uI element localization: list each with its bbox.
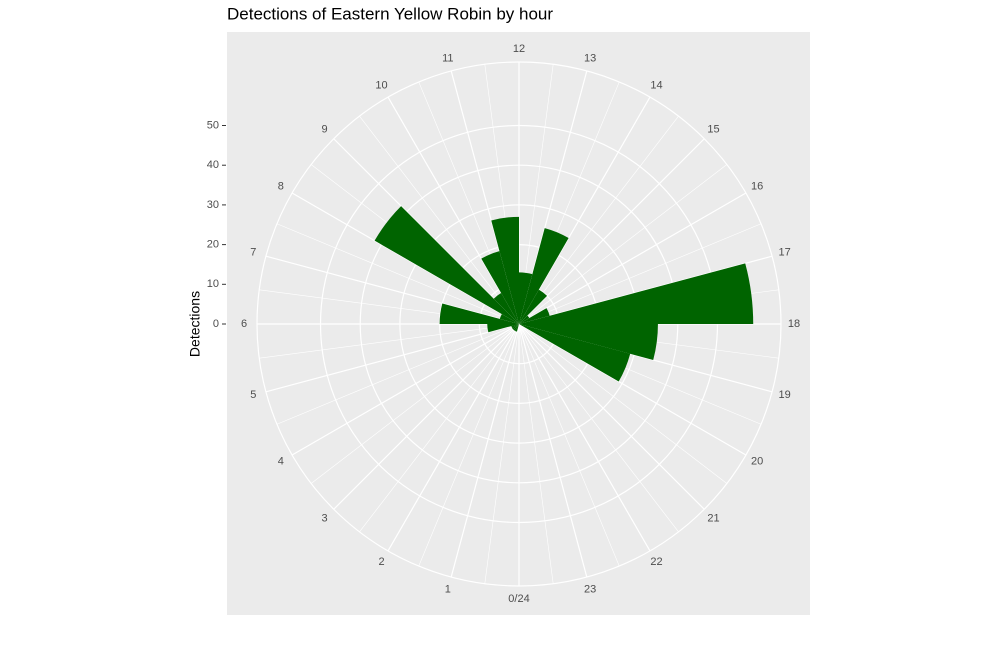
spoke xyxy=(387,96,520,325)
y-tick-label: 40 xyxy=(207,159,219,171)
minor-spoke xyxy=(518,223,762,325)
bar xyxy=(493,293,519,324)
minor-spoke xyxy=(259,323,520,359)
bar xyxy=(519,324,631,382)
y-tick-label: 50 xyxy=(207,119,219,131)
chart-title: Detections of Eastern Yellow Robin by ho… xyxy=(227,4,553,23)
spoke xyxy=(518,138,705,325)
bar xyxy=(519,324,658,360)
bar xyxy=(519,315,530,324)
angle-label: 4 xyxy=(278,455,284,467)
minor-spoke xyxy=(359,323,520,533)
bar xyxy=(511,324,519,328)
angle-label: 21 xyxy=(707,512,719,524)
angle-label: 6 xyxy=(241,318,247,330)
angle-label: 11 xyxy=(442,52,453,64)
bar xyxy=(515,324,519,332)
bar xyxy=(481,251,519,324)
spoke xyxy=(518,323,651,552)
spoke xyxy=(518,323,705,510)
angle-label: 20 xyxy=(751,455,763,467)
bar xyxy=(374,206,519,324)
bar xyxy=(519,228,569,324)
angle-label: 17 xyxy=(779,247,791,259)
angle-label: 3 xyxy=(321,512,327,524)
minor-spoke xyxy=(359,115,520,325)
y-tick-label: 20 xyxy=(207,239,219,251)
spoke xyxy=(450,323,520,578)
minor-spoke xyxy=(518,323,620,567)
spoke xyxy=(291,323,520,456)
minor-spoke xyxy=(310,323,520,484)
bar xyxy=(487,324,519,333)
angle-label: 8 xyxy=(278,180,284,192)
bar xyxy=(499,314,519,324)
angle-label: 10 xyxy=(375,80,387,92)
y-axis-label: Detections xyxy=(187,291,203,357)
spoke xyxy=(387,323,520,552)
minor-spoke xyxy=(518,323,728,484)
minor-spoke xyxy=(518,164,728,325)
angle-label: 16 xyxy=(751,180,763,192)
bar xyxy=(491,216,519,324)
bar xyxy=(439,303,519,324)
bar xyxy=(519,263,754,324)
minor-spoke xyxy=(518,115,679,325)
spoke xyxy=(265,323,520,393)
angle-label: 15 xyxy=(707,123,719,135)
angle-label: 2 xyxy=(378,556,384,568)
angle-label: 7 xyxy=(250,247,256,259)
minor-spoke xyxy=(276,223,520,325)
bar xyxy=(512,324,519,330)
angle-label: 22 xyxy=(650,556,662,568)
angle-label: 18 xyxy=(788,318,800,330)
angle-label: 1 xyxy=(445,584,451,596)
bar xyxy=(519,308,550,324)
minor-spoke xyxy=(518,323,679,533)
outer-circle xyxy=(256,61,782,587)
angle-label: 0/24 xyxy=(508,593,529,605)
angle-label: 13 xyxy=(584,52,596,64)
bar xyxy=(513,324,519,331)
angle-label: 12 xyxy=(513,43,525,55)
minor-spoke xyxy=(518,323,554,584)
y-tick-label: 30 xyxy=(207,199,219,211)
angle-label: 9 xyxy=(321,123,327,135)
angle-label: 14 xyxy=(650,80,662,92)
y-tick-label: 0 xyxy=(213,318,219,330)
spoke xyxy=(333,323,520,510)
angle-label: 23 xyxy=(584,584,596,596)
minor-spoke xyxy=(276,323,520,425)
minor-spoke xyxy=(484,323,520,584)
spoke xyxy=(518,192,747,325)
bar xyxy=(519,272,533,324)
angle-label: 19 xyxy=(779,389,791,401)
bar xyxy=(519,289,548,324)
y-tick-label: 10 xyxy=(207,278,219,290)
spoke xyxy=(518,323,588,578)
angle-label: 5 xyxy=(250,389,256,401)
minor-spoke xyxy=(418,323,520,567)
